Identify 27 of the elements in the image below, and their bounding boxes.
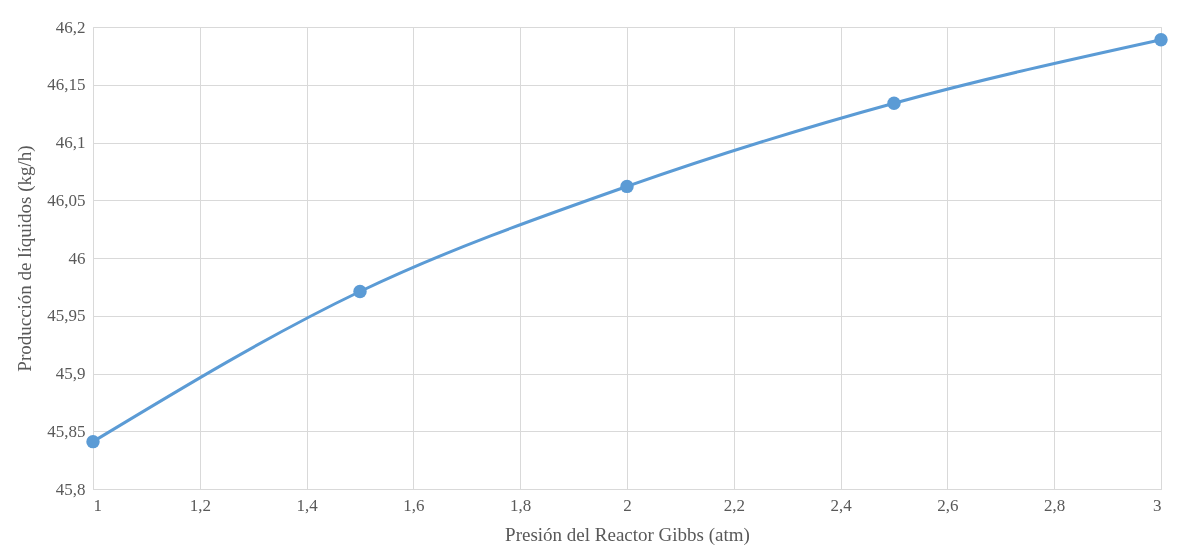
x-tick-label: 1,4 xyxy=(296,495,319,515)
y-tick-label: 45,95 xyxy=(47,306,86,326)
x-tick-label: 1,6 xyxy=(403,495,425,515)
y-tick-label: 46 xyxy=(68,248,86,268)
x-tick-label: 1,8 xyxy=(510,495,532,515)
x-tick-label: 2 xyxy=(623,495,632,515)
y-tick-label: 45,9 xyxy=(55,364,86,383)
point xyxy=(620,179,634,194)
point xyxy=(353,284,367,299)
y-tick-label: 46,05 xyxy=(47,190,86,210)
y-tick-label: 45,8 xyxy=(55,479,86,499)
x-tick-label: 1,2 xyxy=(189,495,211,515)
y-tick-label: 46,15 xyxy=(47,75,86,95)
y-tick-label: 46,1 xyxy=(55,133,86,152)
y-tick-label: 46,2 xyxy=(55,17,86,37)
y-axis-title: Producción de líquidos (kg/h) xyxy=(14,145,37,372)
y-tick-label: 45,85 xyxy=(47,421,86,441)
point xyxy=(86,434,100,449)
point xyxy=(887,96,901,110)
x-tick-label: 3 xyxy=(1153,495,1162,515)
x-tick-label: 2,8 xyxy=(1044,495,1066,515)
x-tick-label: 2,6 xyxy=(937,495,959,515)
point xyxy=(1154,33,1168,47)
x-tick-label: 2,4 xyxy=(830,495,853,515)
x-tick-label: 2,2 xyxy=(723,495,745,515)
x-tick-label: 1 xyxy=(93,495,102,515)
x-axis-title: Presión del Reactor Gibbs (atm) xyxy=(505,523,750,546)
